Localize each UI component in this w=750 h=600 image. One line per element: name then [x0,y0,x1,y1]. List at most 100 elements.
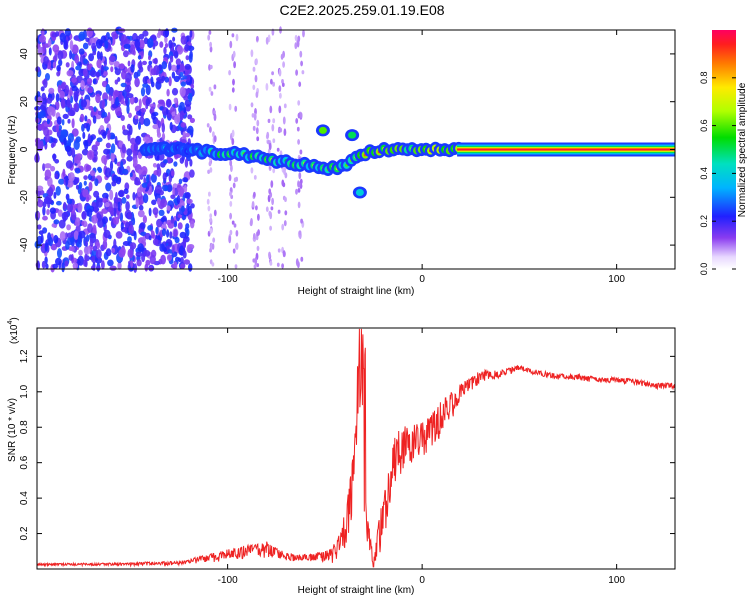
noise-speck [72,262,79,270]
noise-speck [156,197,161,206]
noise-speck [298,81,302,87]
noise-speck [280,53,284,60]
noise-speck [97,167,103,173]
noise-speck [109,216,112,221]
noise-speck [182,131,186,140]
noise-speck [176,45,184,55]
noise-speck [129,172,133,178]
colorbar-tick-label: 0.8 [699,72,709,85]
noise-speck [229,212,233,220]
noise-speck [129,125,133,136]
noise-speck [44,242,48,252]
noise-speck [80,113,85,123]
noise-speck [107,259,114,267]
noise-speck [132,217,136,226]
noise-speck [121,143,126,154]
noise-speck [47,38,52,48]
noise-speck [121,69,127,80]
noise-speck [50,243,57,251]
noise-speck [128,112,132,119]
noise-speck [159,243,165,252]
noise-speck [43,78,48,88]
noise-speck [138,66,144,73]
noise-speck [35,66,41,73]
noise-speck [180,35,187,45]
noise-speck [133,97,139,104]
noise-speck [160,217,166,223]
noise-speck [113,60,120,68]
noise-speck [38,35,47,43]
noise-speck [145,98,151,107]
height-axis-label-top: Height of straight line (km) [298,286,415,297]
noise-speck [256,35,259,42]
noise-speck [232,78,235,86]
noise-speck [140,87,146,97]
side-blobs [315,124,367,199]
noise-speck [138,204,144,211]
height-axis-ticks-bottom: -100 0 100 [218,328,625,586]
noise-speck [43,126,50,137]
noise-speck [209,45,213,53]
noise-speck [158,209,165,216]
noise-speck [51,107,56,117]
noise-speck [142,215,147,224]
noise-speck [120,161,124,169]
noise-speck [53,191,57,199]
noise-speck [41,260,46,269]
noise-speck [297,139,300,145]
noise-speck [147,225,153,231]
noise-speck [209,218,212,223]
noise-speck [177,222,183,230]
noise-speck [295,258,299,267]
noise-speck [66,203,74,213]
noise-speck [60,82,66,90]
noise-speck [187,125,194,135]
noise-speck [271,124,275,132]
noise-speck [186,198,193,204]
noise-speck [300,218,303,224]
noise-speck [64,84,70,95]
noise-speck [81,210,87,220]
noise-speck [186,244,192,254]
noise-speck [45,195,52,204]
noise-speck [80,99,88,108]
noise-speck [96,50,101,61]
noise-speck [107,111,111,122]
noise-speck [53,234,59,244]
noise-speck [87,77,93,85]
noise-speck [77,255,85,266]
noise-speck [271,71,274,76]
noise-speck [212,237,216,243]
noise-speck [164,43,169,48]
noise-speck [229,159,233,167]
noise-speck [138,169,142,175]
noise-speck [81,148,89,156]
noise-speck [212,131,215,138]
noise-speck [75,184,80,190]
noise-speck [180,122,187,128]
noise-speck [57,209,63,217]
noise-speck [57,50,64,61]
noise-speck [182,250,187,259]
noise-speck [301,70,305,75]
noise-speck [166,219,172,226]
noise-speck [139,39,145,50]
noise-speck [129,96,135,105]
noise-speck [55,93,60,103]
noise-speck [122,168,129,175]
snr-line [36,328,676,568]
noise-speck [50,142,55,149]
noise-speck [208,191,211,197]
noise-speck [123,38,131,45]
noise-speck [179,86,186,97]
noise-speck [143,118,151,127]
snr-tick-label: 0.4 [19,491,30,505]
noise-speck [88,181,93,192]
noise-speck [88,105,94,111]
noise-speck [82,42,89,50]
noise-speck [123,43,131,50]
height-tick-label: -100 [218,575,238,586]
noise-speck [130,260,134,269]
noise-speck [256,245,260,251]
noise-speck [231,87,235,93]
